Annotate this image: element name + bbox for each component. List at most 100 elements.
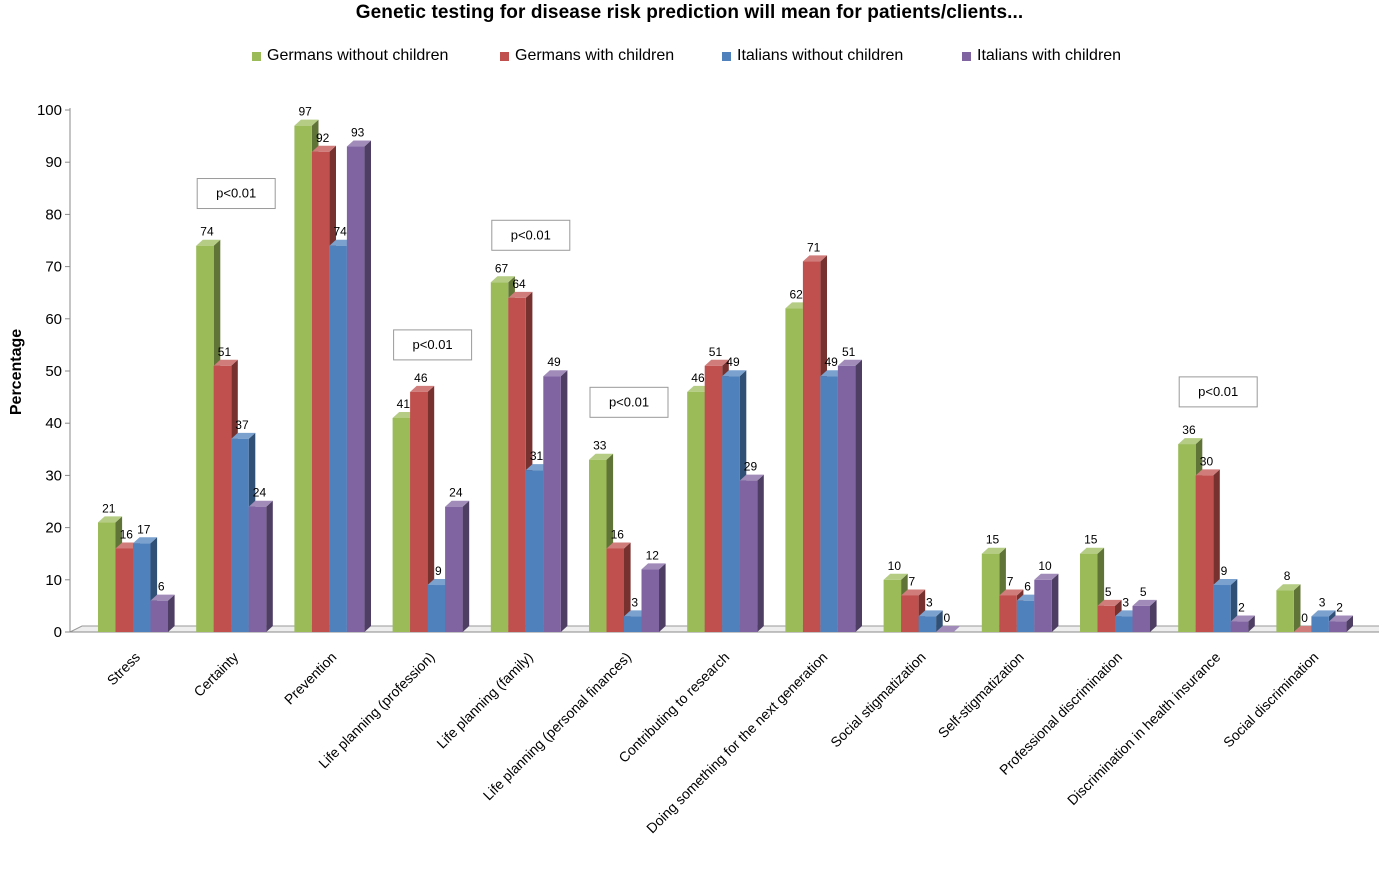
bar-certainty-germans-without-children-top [196,239,221,246]
bar-life-planning-personal-finances-italians-with-children-value-label: 12 [646,548,660,562]
bar-social-stigmatization-italians-with-children-top [936,626,961,632]
bar-prevention-italians-without-children [329,245,347,632]
bar-social-discrimination-italians-without-children-value-label: 3 [1319,595,1326,609]
bar-life-planning-profession-germans-with-children-top [410,385,435,392]
bar-social-stigmatization-germans-without-children-top [883,573,908,580]
bar-stress-germans-without-children-top [98,516,123,523]
bar-life-planning-personal-finances-germans-without-children-top [589,453,614,460]
bar-social-discrimination-italians-without-children-top [1311,610,1336,617]
bar-self-stigmatization-germans-without-children [981,553,1000,632]
bar-doing-something-for-the-next-generation-germans-with-children [802,261,821,632]
bar-life-planning-profession-italians-without-children [427,585,446,632]
bar-professional-discrimination-italians-with-children-top [1132,599,1157,606]
bar-life-planning-family-germans-with-children [508,297,526,632]
bar-life-planning-family-italians-with-children-top [543,370,568,377]
bar-certainty-italians-without-children [231,438,249,632]
bar-stress-italians-without-children [133,543,151,632]
bar-certainty-germans-without-children-value-label: 74 [200,225,214,239]
bar-contributing-to-research-germans-with-children-top [704,359,729,366]
bar-life-planning-profession-germans-without-children-value-label: 41 [397,397,411,411]
bar-life-planning-personal-finances-germans-without-children-value-label: 33 [593,439,607,453]
bar-professional-discrimination-germans-without-children-value-label: 15 [1084,533,1098,547]
bar-doing-something-for-the-next-generation-germans-with-children-value-label: 71 [807,240,821,254]
annotation-label-3: p<0.01 [609,394,649,409]
annotation-box-2 [491,219,571,251]
bar-stress-italians-with-children [150,600,168,632]
x-tick-label-prevention: Prevention [281,649,340,708]
bar-life-planning-personal-finances-germans-with-children [606,548,624,632]
bar-discrimination-in-health-insurance-germans-without-children-value-label: 36 [1182,423,1196,437]
bar-stress-italians-with-children-top [150,594,175,601]
bar-life-planning-family-italians-without-children [525,470,544,632]
bar-life-planning-personal-finances-germans-with-children-top [606,542,631,549]
bar-social-stigmatization-italians-with-children-value-label: 0 [944,611,951,625]
y-tick-label-7: 70 [45,259,62,276]
bar-life-planning-profession-italians-without-children-value-label: 9 [435,564,442,578]
y-tick-label-4: 40 [45,415,62,432]
bar-life-planning-family-italians-without-children-value-label: 31 [530,449,544,463]
bar-prevention-italians-with-children-top [346,140,371,147]
bar-life-planning-personal-finances-germans-with-children-value-label: 16 [611,527,625,541]
bar-social-discrimination-italians-with-children [1328,621,1347,632]
y-tick-label-1: 10 [45,572,62,589]
chart-title: Genetic testing for disease risk predict… [355,2,1024,23]
bar-life-planning-family-germans-without-children [490,282,509,632]
bar-doing-something-for-the-next-generation-italians-with-children-top [837,359,862,366]
bar-self-stigmatization-italians-with-children-side [1051,573,1059,632]
bar-life-planning-profession-germans-with-children-side [427,385,435,632]
bar-social-stigmatization-germans-with-children-top [901,589,926,596]
bar-certainty-germans-with-children-value-label: 51 [218,345,232,359]
bar-doing-something-for-the-next-generation-italians-with-children [837,365,856,632]
annotation-box-4 [1178,376,1258,408]
bar-discrimination-in-health-insurance-italians-without-children-top [1213,579,1238,586]
bar-professional-discrimination-germans-without-children [1080,553,1098,632]
bar-discrimination-in-health-insurance-italians-without-children [1213,585,1231,632]
bar-life-planning-family-italians-with-children [543,376,561,632]
y-tick-label-10: 100 [37,102,62,119]
bar-contributing-to-research-germans-with-children-value-label: 51 [709,345,723,359]
bar-social-discrimination-italians-with-children-top [1328,615,1353,622]
bar-life-planning-personal-finances-germans-with-children-side [624,542,631,632]
bar-life-planning-family-italians-with-children-side [560,370,568,632]
x-tick-label-self-stigmatization: Self-stigmatization [935,649,1027,741]
bar-life-planning-profession-italians-with-children [445,506,463,632]
bar-life-planning-family-germans-without-children-value-label: 67 [495,261,509,275]
bar-professional-discrimination-germans-with-children-top [1097,599,1122,606]
bar-doing-something-for-the-next-generation-italians-with-children-side [855,359,862,632]
bar-social-stigmatization-italians-without-children-value-label: 3 [926,595,933,609]
bar-social-stigmatization-italians-without-children-top [918,610,943,617]
bar-social-discrimination-italians-with-children-side [1346,615,1353,632]
annotation-box-1 [393,329,473,361]
bar-life-planning-family-italians-with-children-value-label: 49 [547,355,561,369]
bar-life-planning-profession-italians-with-children-side [462,500,470,632]
bar-stress-italians-with-children-side [168,594,175,632]
bar-life-planning-personal-finances-italians-with-children-top [641,563,666,570]
legend-label-italians-without-children: Italians without children [737,47,904,64]
bar-life-planning-family-germans-with-children-value-label: 64 [512,277,526,291]
y-tick-label-8: 80 [45,206,62,223]
annotation-label-0: p<0.01 [216,186,256,201]
bar-social-discrimination-italians-without-children [1311,616,1329,632]
bar-professional-discrimination-italians-with-children-value-label: 5 [1140,585,1147,599]
bar-social-stigmatization-italians-without-children [918,616,937,632]
legend-swatch-germans-without-children [252,51,261,61]
bar-stress-italians-without-children-value-label: 17 [137,522,151,536]
bar-contributing-to-research-italians-without-children [722,376,740,632]
legend-swatch-italians-without-children [722,51,731,61]
legend-swatch-germans-with-children [500,51,509,61]
bar-prevention-germans-with-children-top [311,145,336,152]
legend-entry-germans-without-children: Germans without children [252,46,448,66]
bar-self-stigmatization-germans-with-children [999,595,1017,632]
bar-social-discrimination-germans-without-children-value-label: 8 [1284,569,1291,583]
bar-doing-something-for-the-next-generation-italians-with-children-value-label: 51 [842,345,856,359]
bar-stress-germans-with-children [115,548,133,632]
bar-stress-germans-without-children-value-label: 21 [102,501,116,515]
x-tick-label-social-discrimination: Social discrimination [1220,649,1322,751]
annotation-box-0 [196,178,276,210]
x-tick-label-certainty: Certainty [190,649,241,700]
y-tick-label-9: 90 [45,154,62,171]
y-tick-label-5: 50 [45,363,62,380]
bar-life-planning-family-germans-with-children-top [508,291,533,298]
y-axis-title: Percentage [8,329,25,415]
annotation-box-3 [589,386,669,418]
